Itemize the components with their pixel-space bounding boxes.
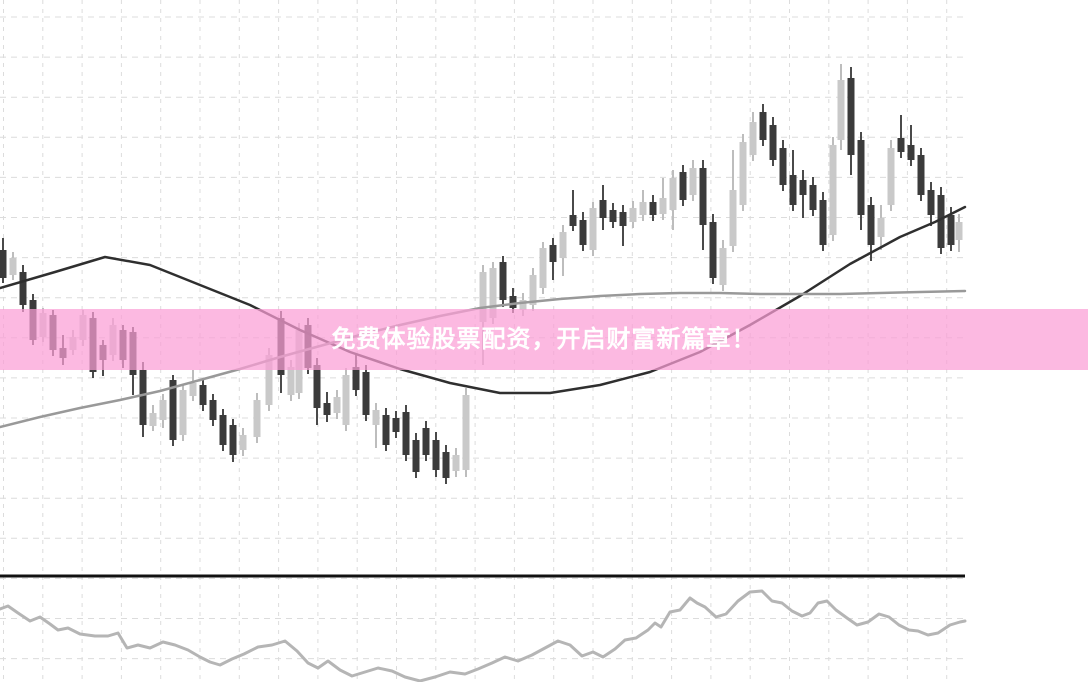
- promo-banner[interactable]: 免费体验股票配资，开启财富新篇章！: [0, 309, 1088, 370]
- promo-banner-text: 免费体验股票配资，开启财富新篇章！: [331, 325, 757, 353]
